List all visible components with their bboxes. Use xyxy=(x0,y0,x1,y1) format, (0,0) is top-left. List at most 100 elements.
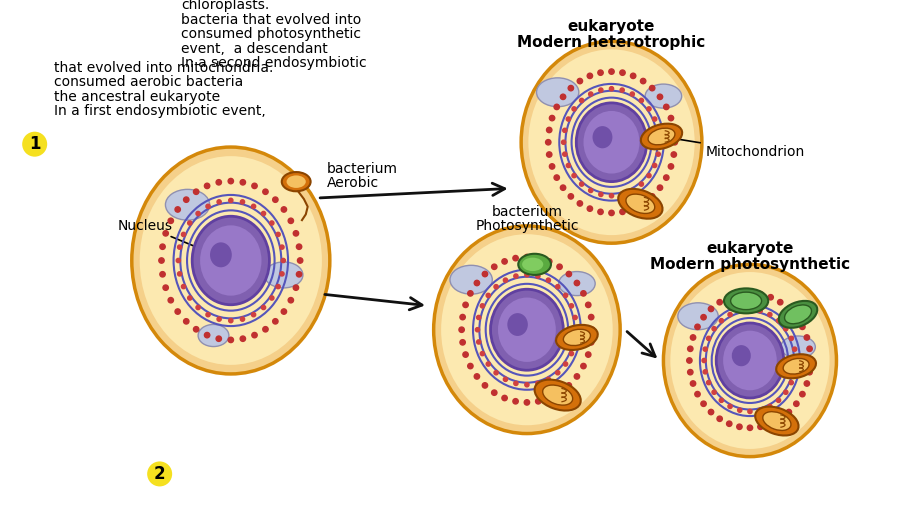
Circle shape xyxy=(568,86,573,91)
Circle shape xyxy=(652,117,657,121)
Circle shape xyxy=(288,218,293,223)
Circle shape xyxy=(270,296,274,300)
Circle shape xyxy=(188,296,192,300)
Circle shape xyxy=(196,211,200,216)
Circle shape xyxy=(708,306,714,312)
Text: consumed photosynthetic: consumed photosynthetic xyxy=(181,27,361,41)
Text: Modern photosynthetic: Modern photosynthetic xyxy=(650,257,850,271)
Circle shape xyxy=(589,340,594,345)
Circle shape xyxy=(768,294,773,300)
Circle shape xyxy=(261,211,266,216)
Circle shape xyxy=(712,390,716,395)
Circle shape xyxy=(631,206,635,211)
Text: that evolved into mitochondria.: that evolved into mitochondria. xyxy=(54,61,274,75)
Circle shape xyxy=(719,398,724,402)
Ellipse shape xyxy=(193,216,269,305)
Circle shape xyxy=(240,180,246,185)
Circle shape xyxy=(708,409,714,415)
Ellipse shape xyxy=(543,385,572,405)
Circle shape xyxy=(566,383,572,388)
Circle shape xyxy=(546,377,551,382)
Circle shape xyxy=(778,416,783,421)
Circle shape xyxy=(297,258,302,263)
Ellipse shape xyxy=(563,329,590,346)
Circle shape xyxy=(647,107,651,111)
Circle shape xyxy=(280,272,284,276)
Circle shape xyxy=(273,318,278,324)
Circle shape xyxy=(572,107,576,111)
Ellipse shape xyxy=(592,126,612,148)
Circle shape xyxy=(555,371,560,375)
Ellipse shape xyxy=(663,264,836,457)
Circle shape xyxy=(261,305,266,310)
Circle shape xyxy=(671,152,677,157)
Circle shape xyxy=(475,328,480,332)
Ellipse shape xyxy=(265,262,303,288)
Circle shape xyxy=(549,164,554,169)
Circle shape xyxy=(639,182,644,186)
Circle shape xyxy=(639,98,644,102)
Ellipse shape xyxy=(785,305,812,324)
Circle shape xyxy=(738,309,742,313)
Circle shape xyxy=(204,333,210,338)
Circle shape xyxy=(807,346,813,351)
Circle shape xyxy=(808,358,814,363)
Circle shape xyxy=(690,335,696,340)
Ellipse shape xyxy=(776,354,816,378)
Ellipse shape xyxy=(198,325,229,347)
Circle shape xyxy=(482,383,488,388)
Circle shape xyxy=(546,278,551,282)
Circle shape xyxy=(276,284,280,289)
Circle shape xyxy=(703,370,707,374)
Circle shape xyxy=(491,390,497,395)
Circle shape xyxy=(217,200,221,204)
Circle shape xyxy=(194,189,199,194)
Circle shape xyxy=(460,314,465,320)
Ellipse shape xyxy=(724,288,769,313)
Circle shape xyxy=(574,374,580,379)
Circle shape xyxy=(160,271,166,277)
Circle shape xyxy=(598,192,603,196)
Circle shape xyxy=(573,315,577,319)
Circle shape xyxy=(216,180,221,185)
Circle shape xyxy=(273,197,278,203)
Text: In a first endosymbiotic event,: In a first endosymbiotic event, xyxy=(54,104,266,118)
Circle shape xyxy=(706,336,711,340)
Circle shape xyxy=(514,381,518,385)
Text: eukaryote: eukaryote xyxy=(568,19,655,34)
Circle shape xyxy=(631,73,635,78)
Text: Photosynthetic: Photosynthetic xyxy=(475,219,579,233)
Circle shape xyxy=(524,400,529,405)
Circle shape xyxy=(288,298,293,303)
Circle shape xyxy=(620,70,625,75)
Circle shape xyxy=(657,94,662,100)
Circle shape xyxy=(293,285,299,290)
Circle shape xyxy=(182,232,185,236)
Ellipse shape xyxy=(441,234,613,425)
Circle shape xyxy=(566,163,571,168)
Circle shape xyxy=(486,293,491,298)
Circle shape xyxy=(177,272,182,276)
Circle shape xyxy=(777,318,780,323)
Ellipse shape xyxy=(528,50,695,235)
Ellipse shape xyxy=(535,379,581,411)
Circle shape xyxy=(481,304,484,308)
Circle shape xyxy=(177,245,182,249)
Circle shape xyxy=(536,274,540,278)
Circle shape xyxy=(563,362,568,366)
Circle shape xyxy=(805,381,810,386)
Circle shape xyxy=(546,152,552,157)
Ellipse shape xyxy=(140,156,322,365)
Circle shape xyxy=(160,244,166,250)
Ellipse shape xyxy=(166,189,210,220)
Ellipse shape xyxy=(716,323,784,398)
Circle shape xyxy=(587,73,592,78)
Circle shape xyxy=(690,381,696,386)
Circle shape xyxy=(717,300,723,305)
Circle shape xyxy=(778,300,783,305)
Circle shape xyxy=(240,336,246,341)
Circle shape xyxy=(672,139,678,145)
Circle shape xyxy=(481,351,484,355)
Ellipse shape xyxy=(645,84,681,108)
Circle shape xyxy=(620,209,625,215)
